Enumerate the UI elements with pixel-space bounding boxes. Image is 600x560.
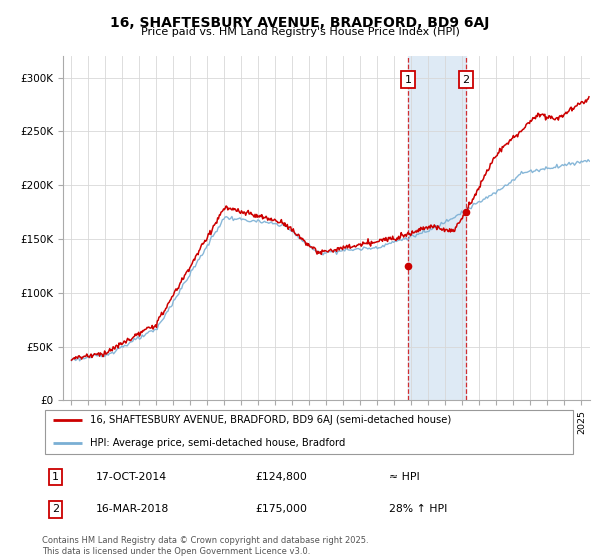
Text: 16-MAR-2018: 16-MAR-2018 — [95, 505, 169, 515]
Text: £175,000: £175,000 — [256, 505, 308, 515]
Text: 16, SHAFTESBURY AVENUE, BRADFORD, BD9 6AJ: 16, SHAFTESBURY AVENUE, BRADFORD, BD9 6A… — [110, 16, 490, 30]
Text: £124,800: £124,800 — [256, 472, 307, 482]
Text: 1: 1 — [52, 472, 59, 482]
Bar — [408, 56, 466, 400]
Text: HPI: Average price, semi-detached house, Bradford: HPI: Average price, semi-detached house,… — [90, 438, 346, 448]
Text: 28% ↑ HPI: 28% ↑ HPI — [389, 505, 448, 515]
Text: 2: 2 — [462, 74, 469, 85]
Text: 17-OCT-2014: 17-OCT-2014 — [95, 472, 167, 482]
Text: 16, SHAFTESBURY AVENUE, BRADFORD, BD9 6AJ (semi-detached house): 16, SHAFTESBURY AVENUE, BRADFORD, BD9 6A… — [90, 416, 451, 426]
Text: 1: 1 — [404, 74, 412, 85]
Text: ≈ HPI: ≈ HPI — [389, 472, 420, 482]
Text: Price paid vs. HM Land Registry's House Price Index (HPI): Price paid vs. HM Land Registry's House … — [140, 27, 460, 37]
FancyBboxPatch shape — [44, 409, 574, 454]
Text: 2: 2 — [52, 505, 59, 515]
Text: Contains HM Land Registry data © Crown copyright and database right 2025.
This d: Contains HM Land Registry data © Crown c… — [42, 536, 368, 556]
